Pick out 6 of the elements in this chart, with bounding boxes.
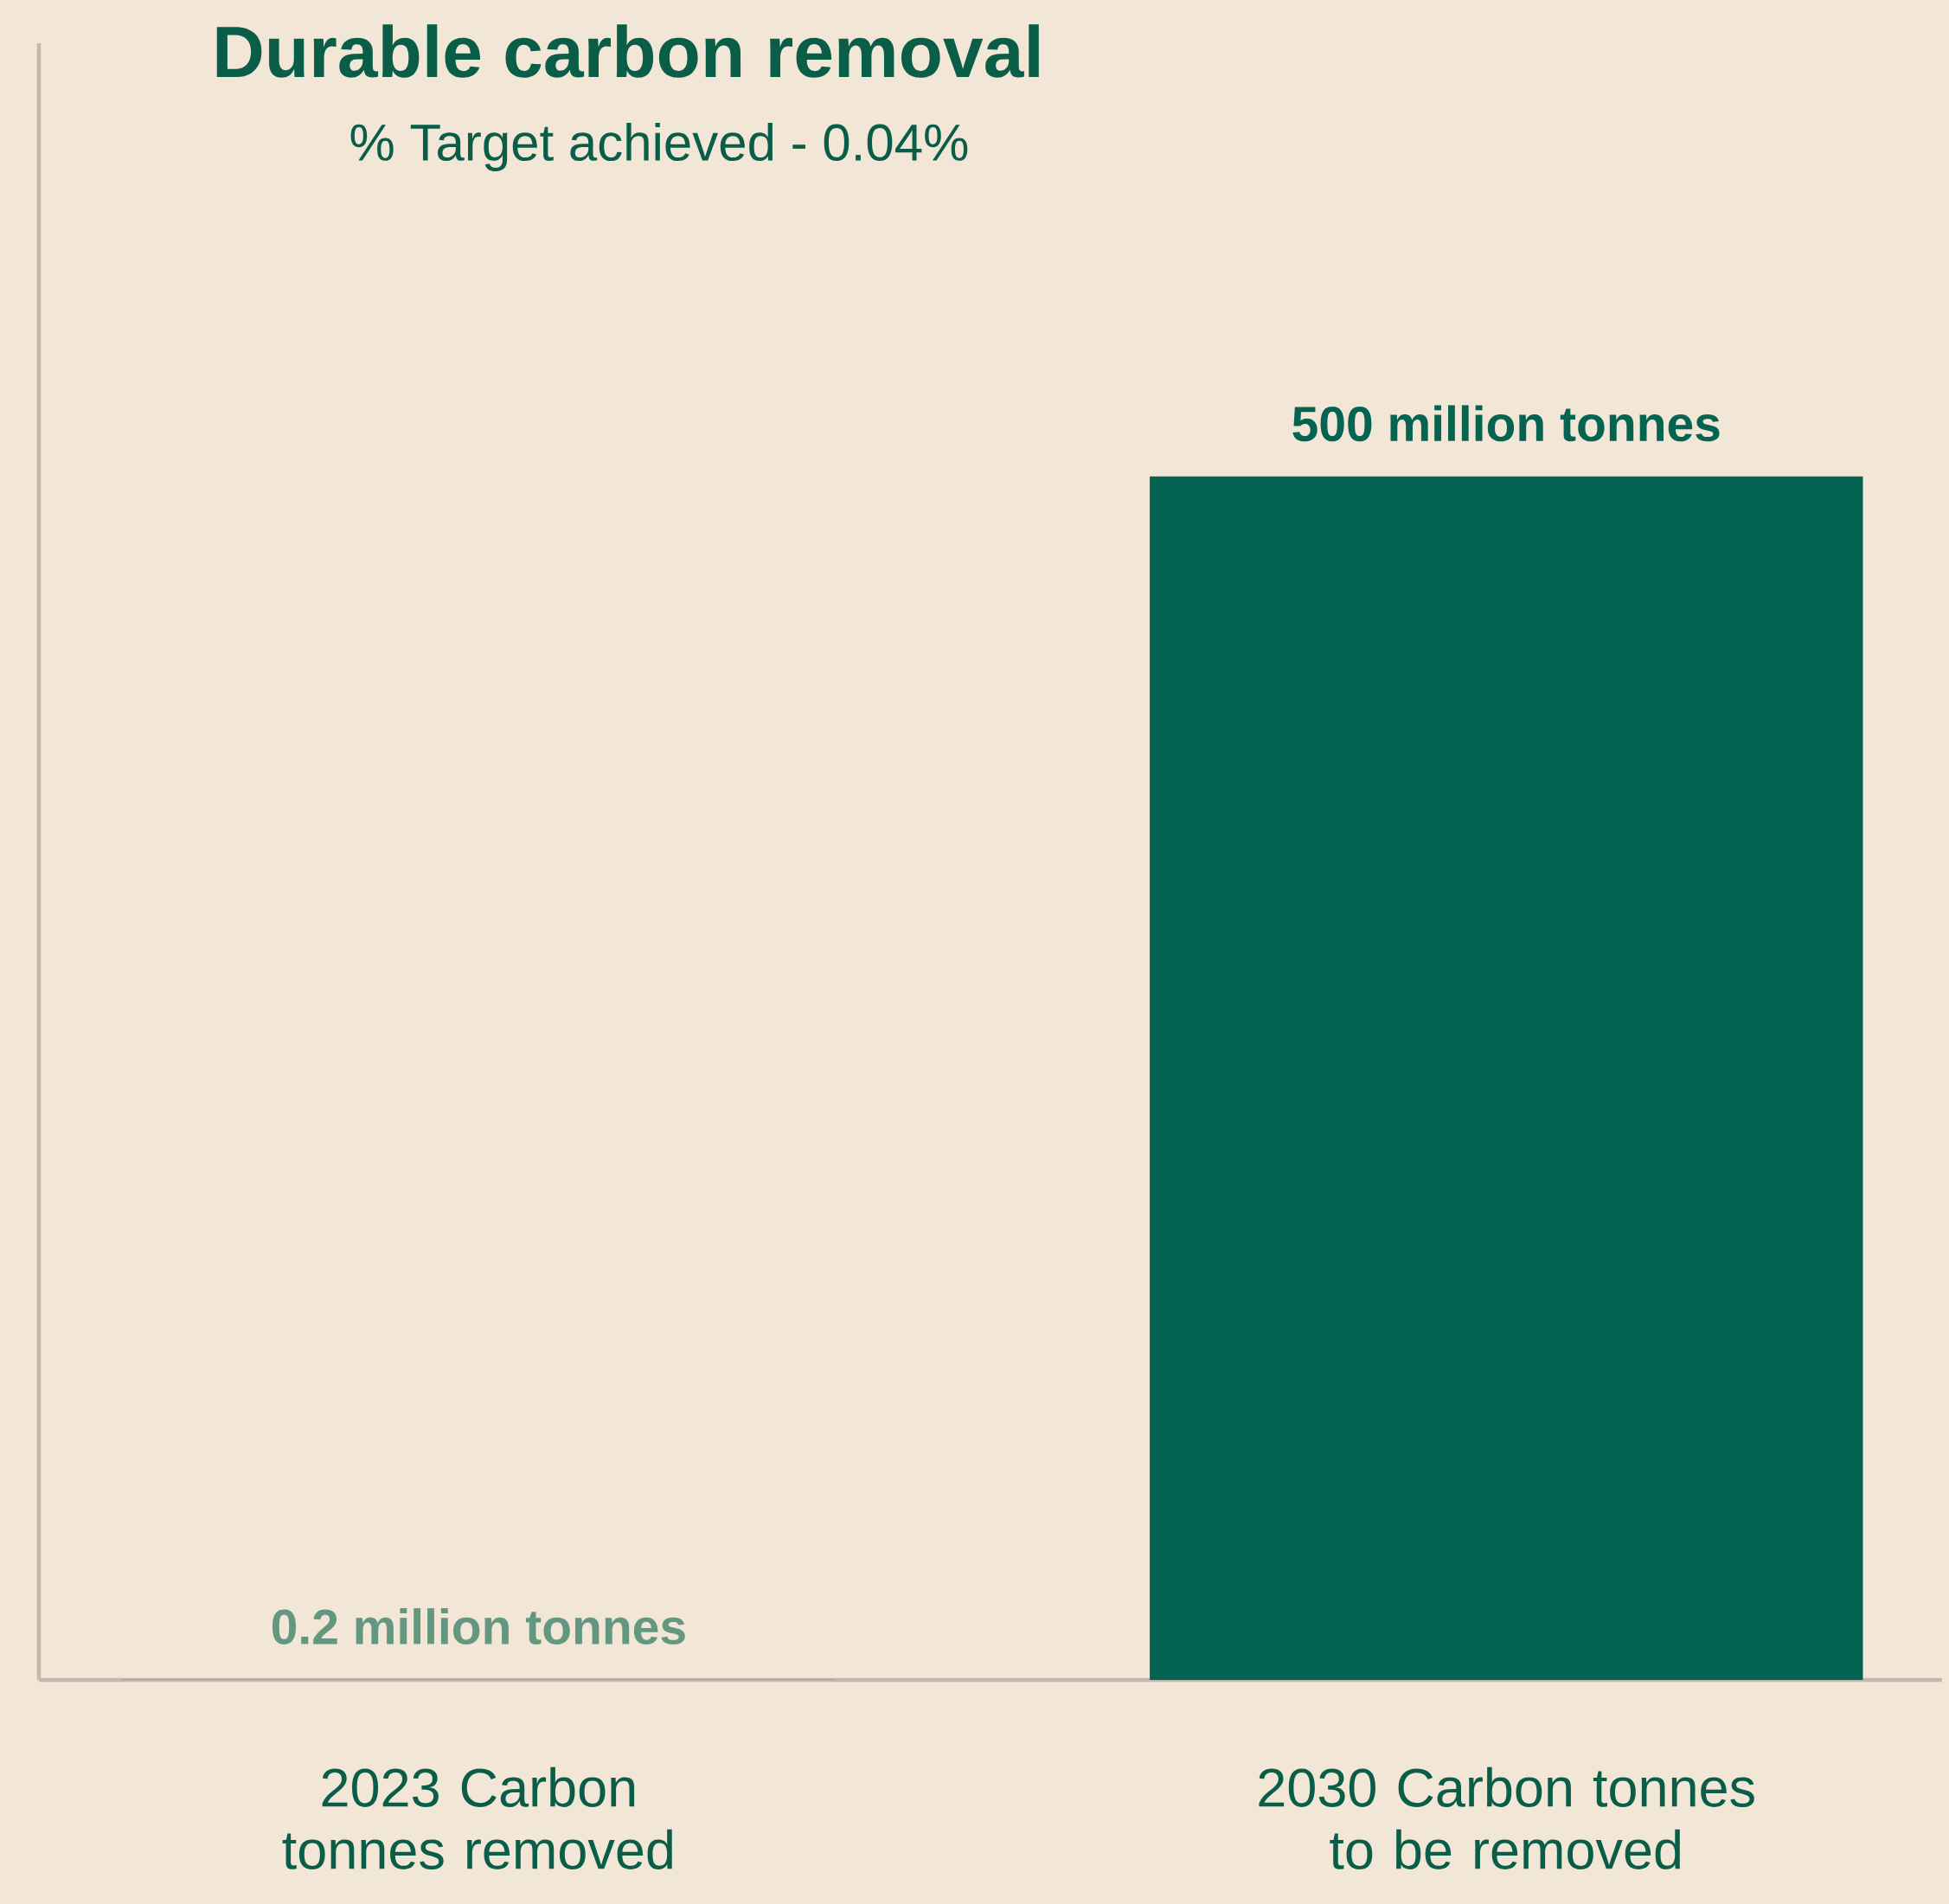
x-tick-label: 2023 Carbon tonnes removed bbox=[282, 1766, 672, 1869]
data-label: 500 million tonnes bbox=[1292, 405, 1720, 442]
data-label: 0.2 million tonnes bbox=[272, 1608, 685, 1644]
chart-title: Durable carbon removal bbox=[216, 24, 1039, 78]
x-tick-label: 2030 Carbon tonnes to be removed bbox=[1259, 1766, 1754, 1869]
text: % Target achieved - 0.04% bbox=[350, 123, 968, 171]
